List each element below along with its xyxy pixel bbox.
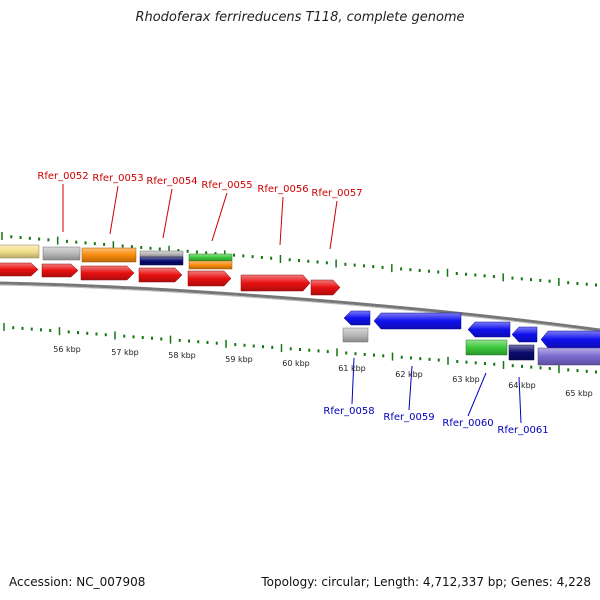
gene-block — [537, 347, 600, 366]
gene-block — [465, 339, 508, 356]
gene-label-forward: Rfer_0052 — [37, 171, 88, 182]
label-leader-line — [408, 365, 413, 411]
gene-arrow-forward — [310, 279, 341, 296]
gene-arrow-forward — [80, 265, 135, 281]
scale-label: 56 kbp — [53, 345, 81, 354]
gene-arrow-reverse — [373, 312, 462, 330]
genome-title: Rhodoferax ferrireducens T118, complete … — [135, 10, 465, 25]
gene-block — [508, 344, 535, 361]
gene-block — [139, 256, 184, 266]
label-leader-line — [351, 357, 355, 405]
gene-arrow-forward — [41, 263, 79, 278]
label-leaders — [62, 184, 522, 424]
label-leader-line — [162, 188, 173, 239]
gene-label-forward: Rfer_0056 — [257, 184, 308, 195]
gene-label-reverse: Rfer_0061 — [497, 425, 548, 436]
gene-label-forward: Rfer_0057 — [311, 188, 362, 199]
scale-label: 60 kbp — [282, 359, 310, 368]
gene-label-forward: Rfer_0055 — [201, 180, 252, 191]
gene-labels: Rfer_0052 Rfer_0053 Rfer_0054 Rfer_0055 Rfer… — [37, 171, 548, 436]
label-leader-line — [467, 372, 487, 417]
gene-label-forward: Rfer_0053 — [92, 173, 143, 184]
gene-label-reverse: Rfer_0060 — [442, 418, 493, 429]
gene-features — [0, 244, 600, 366]
scale-label: 58 kbp — [168, 351, 196, 360]
gene-block — [188, 253, 233, 262]
label-leader-line — [279, 196, 284, 246]
tick-marks — [1, 232, 597, 374]
gene-label-forward: Rfer_0054 — [146, 176, 197, 187]
gene-arrow-forward — [138, 267, 183, 283]
label-leader-line — [109, 185, 119, 235]
label-leader-line — [211, 192, 228, 242]
scale-label: 61 kbp — [338, 364, 366, 373]
gene-arrow-reverse — [511, 326, 538, 343]
accession-text: Accession: NC_007908 — [9, 575, 146, 589]
scale-label: 63 kbp — [452, 375, 480, 384]
scale-label: 62 kbp — [395, 370, 423, 379]
backbone-line-highlight — [0, 284, 600, 333]
genome-stats-text: Topology: circular; Length: 4,712,337 bp… — [261, 575, 591, 589]
scale-label: 59 kbp — [225, 355, 253, 364]
scale-label: 57 kbp — [111, 348, 139, 357]
gene-block — [42, 246, 81, 261]
genome-backbone — [0, 281, 600, 333]
gene-block — [342, 327, 369, 343]
gene-label-reverse: Rfer_0058 — [323, 406, 374, 417]
gene-block — [0, 244, 40, 259]
label-leader-line — [329, 200, 338, 250]
gene-block — [81, 247, 137, 263]
scale-labels: 56 kbp 57 kbp 58 kbp 59 kbp 60 kbp 61 kbp 62 k… — [53, 345, 593, 398]
label-leader-line — [518, 376, 522, 424]
scale-label: 64 kbp — [508, 381, 536, 390]
scale-label: 65 kbp — [565, 389, 593, 398]
gene-arrow-forward — [187, 270, 232, 287]
gene-arrow-reverse — [343, 310, 371, 326]
gene-label-reverse: Rfer_0059 — [383, 412, 434, 423]
gene-arrow-reverse — [540, 330, 600, 349]
gene-arrow-forward — [240, 274, 311, 292]
gene-arrow-forward — [0, 262, 39, 277]
gene-arrow-reverse — [467, 321, 511, 338]
gene-block — [188, 260, 233, 270]
backbone-line — [0, 281, 600, 332]
gene-block — [139, 250, 184, 258]
